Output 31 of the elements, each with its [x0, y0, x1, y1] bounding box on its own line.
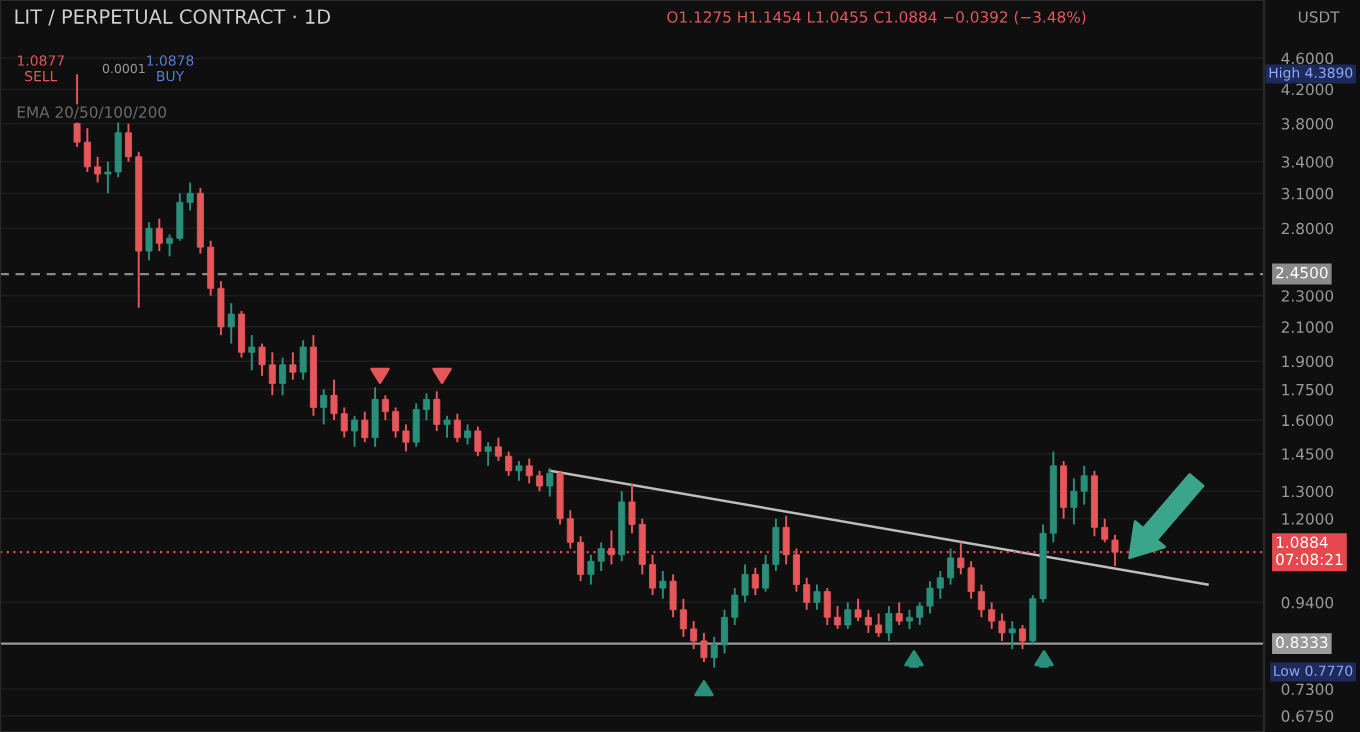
candlestick [443, 414, 451, 439]
candlestick [885, 605, 893, 642]
candlestick [546, 467, 554, 498]
candlestick [607, 529, 615, 566]
candlestick [1019, 624, 1027, 651]
candlestick [351, 414, 359, 448]
candlestick [433, 390, 441, 432]
candlestick [1060, 460, 1068, 520]
candlestick [237, 309, 245, 359]
candlestick [248, 334, 256, 372]
candlestick [361, 410, 369, 444]
candlestick [474, 425, 482, 458]
candlestick [515, 460, 523, 482]
candlestick [227, 302, 235, 345]
candlestick [1008, 620, 1016, 651]
candlestick [453, 412, 461, 444]
candlestick [279, 356, 287, 397]
candlestick [299, 339, 307, 381]
candlestick [371, 386, 379, 448]
candlestick [289, 351, 297, 381]
candlestick [320, 388, 328, 426]
candlestick [844, 601, 852, 630]
candlestick [464, 423, 472, 446]
candlestick [751, 566, 759, 597]
candlestick [813, 583, 821, 611]
candlestick [895, 601, 903, 626]
annotation: LIT / PERPETUAL CONTRACT · 1D [15, 9, 331, 26]
candlestick [155, 217, 163, 253]
candlestick [659, 570, 667, 600]
candlestick [484, 441, 492, 467]
candlestick [145, 221, 153, 262]
